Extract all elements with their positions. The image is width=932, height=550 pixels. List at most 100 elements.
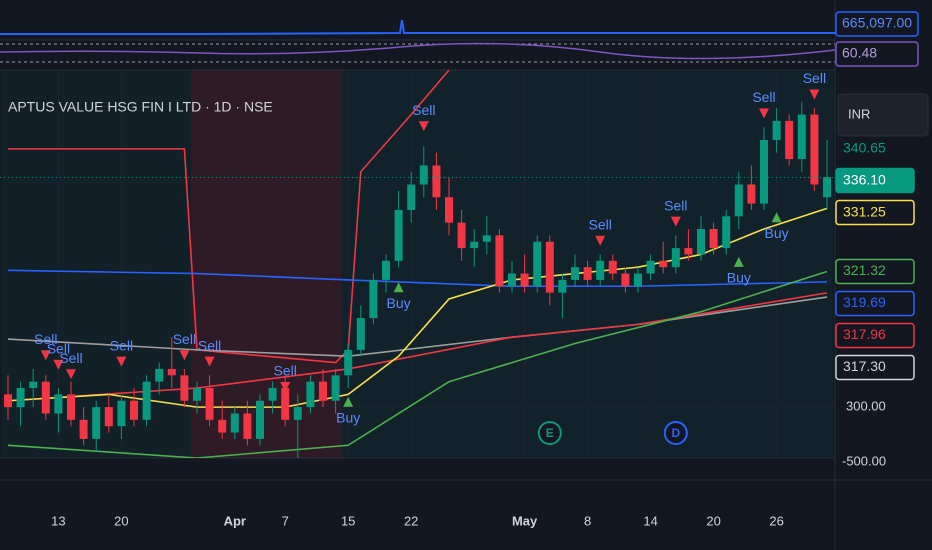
price-label-box <box>835 354 915 381</box>
chart-title: APTUS VALUE HSG FIN I LTD · 1D · NSE <box>8 99 273 115</box>
signal-marker <box>53 359 64 370</box>
candle-body <box>583 267 592 280</box>
candle-body <box>797 114 806 160</box>
candle-body <box>155 368 164 382</box>
candle-body <box>218 419 227 433</box>
candle-body <box>54 394 63 414</box>
candle-body <box>495 235 504 287</box>
signal-label: Sell <box>198 337 221 353</box>
candle-body <box>823 177 831 198</box>
price-label-box <box>835 290 915 317</box>
x-tick-label: 15 <box>341 513 355 528</box>
y-tick-label: 300.00 <box>846 399 886 414</box>
signal-marker <box>771 212 782 223</box>
candle-body <box>117 400 126 427</box>
candle-body <box>167 368 176 376</box>
candle-body <box>180 375 189 401</box>
signal-label: Sell <box>589 216 612 232</box>
signal-marker <box>595 235 606 246</box>
signal-marker <box>809 89 820 100</box>
candle-body <box>419 165 428 185</box>
candle-body <box>319 381 327 401</box>
candle-body <box>621 273 630 287</box>
candle-body <box>41 381 50 414</box>
candle-body <box>356 318 365 350</box>
price-label: 317.96 <box>843 326 886 342</box>
signal-label: Sell <box>274 363 297 379</box>
signal-marker <box>116 356 127 367</box>
candle-body <box>734 184 743 217</box>
candle-body <box>331 375 340 401</box>
x-tick-label: 26 <box>769 513 783 528</box>
candle-body <box>810 114 819 185</box>
candle-body <box>344 349 353 376</box>
signal-label: Sell <box>412 102 435 118</box>
signal-label: Sell <box>59 350 82 366</box>
candle-body <box>130 400 138 420</box>
candle-body <box>79 419 88 439</box>
indicator-line <box>7 269 828 288</box>
signal-label: Buy <box>387 295 411 311</box>
candle-body <box>659 260 668 268</box>
candle-body <box>747 184 756 204</box>
candle-body <box>281 388 290 420</box>
oscillator-line <box>0 42 836 60</box>
signal-marker <box>179 350 190 361</box>
x-tick-label: 7 <box>282 513 289 528</box>
indicator-line <box>7 270 828 458</box>
candle-body <box>533 241 542 287</box>
candle-body <box>293 407 302 420</box>
indicator-label-box <box>835 41 919 67</box>
event-label: E <box>546 426 554 440</box>
trend-region <box>190 70 342 458</box>
x-tick-label: 20 <box>706 513 720 528</box>
event-label: D <box>671 426 680 440</box>
candle-body <box>394 209 403 261</box>
x-tick-label: 14 <box>643 513 657 528</box>
signal-label: Sell <box>664 197 687 213</box>
signal-label: Sell <box>34 331 57 347</box>
price-label-box <box>835 258 915 285</box>
volume-line <box>0 19 835 35</box>
candle-body <box>432 165 441 198</box>
candle-body <box>457 222 466 249</box>
candle-body <box>407 184 416 210</box>
backgrounds <box>0 70 835 458</box>
signal-marker <box>733 256 744 267</box>
candle-body <box>445 197 453 223</box>
x-tick-label: 20 <box>114 513 128 528</box>
x-tick-label: May <box>512 513 538 528</box>
price-label: 321.32 <box>843 262 886 278</box>
price-label: 340.65 <box>843 139 886 155</box>
event-marker <box>663 421 688 445</box>
plot: 13 20 Apr 7 15 22 May 8 14 20 26300.00-500.00SellS… <box>0 11 919 528</box>
signal-marker <box>343 396 354 407</box>
signal-marker <box>66 369 76 380</box>
candle-body <box>104 407 113 427</box>
price-label-box <box>835 199 915 226</box>
candle-body <box>16 388 25 408</box>
candle-body <box>634 273 642 287</box>
candle-body <box>230 413 239 433</box>
x-tick-label: Apr <box>224 513 246 528</box>
candle-body <box>268 388 277 401</box>
candle-body <box>4 394 12 408</box>
x-tick-label: 22 <box>404 513 418 528</box>
candle-body <box>545 241 554 293</box>
candle-body <box>29 381 38 389</box>
candle-body <box>722 216 731 249</box>
candle-body <box>382 260 390 280</box>
currency-box[interactable] <box>837 93 929 137</box>
candle-body <box>596 260 605 280</box>
candle-body <box>709 229 718 249</box>
candle-body <box>470 241 479 249</box>
candle-body <box>67 394 75 420</box>
signal-marker <box>418 121 429 132</box>
signal-marker <box>204 356 215 367</box>
candle-body <box>772 120 781 140</box>
candle-body <box>684 248 693 255</box>
candle-body <box>760 139 768 204</box>
candle-body <box>608 260 617 274</box>
signal-label: Buy <box>765 225 789 241</box>
